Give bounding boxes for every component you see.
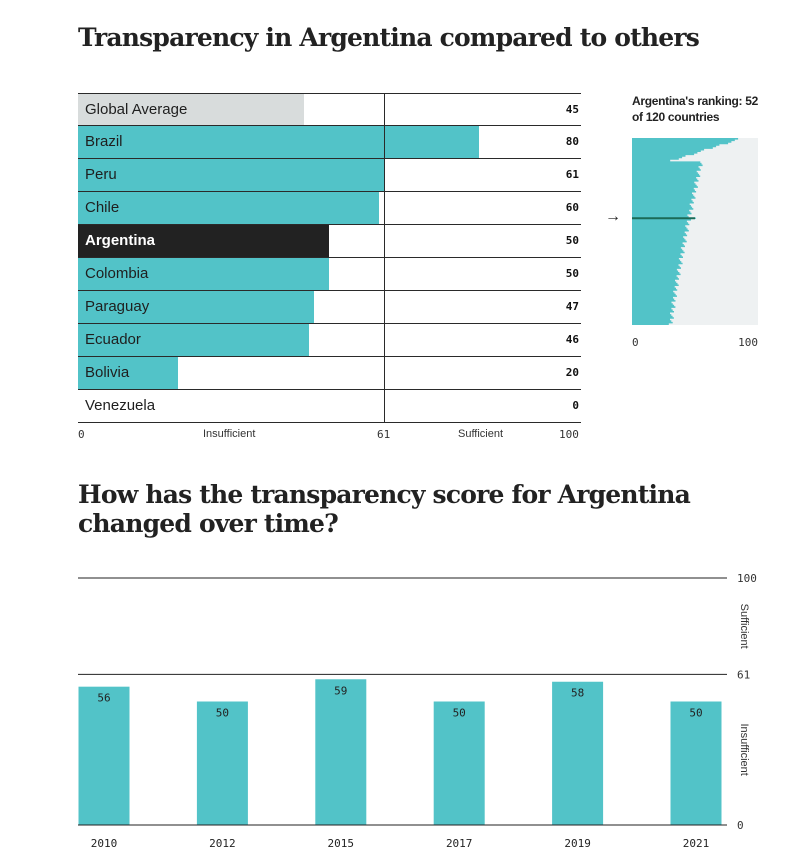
axis-sufficient-label: Sufficient [458, 428, 504, 440]
y-tick-label: 61 [737, 668, 750, 681]
bar-row-brazil: Brazil 80 [78, 126, 581, 159]
ranking-axis-min: 0 [632, 336, 639, 349]
bar-value-label: 47 [565, 300, 579, 313]
bar-row-colombia: Colombia 50 [78, 258, 581, 291]
bar [78, 126, 480, 158]
bar-value-label: 56 [97, 692, 110, 705]
bar-label: Colombia [85, 265, 149, 282]
bar [78, 159, 384, 191]
bar-row-paraguay: Paraguay 47 [78, 291, 581, 324]
ranking-axis-max: 100 [738, 336, 758, 349]
bar [78, 324, 309, 356]
axis-insufficient-label: Insufficient [203, 428, 256, 440]
chart-title-over-time: How has the transparency score for Argen… [78, 480, 691, 538]
bar-value-label: 59 [334, 684, 347, 697]
arrow-right-icon: → [605, 208, 621, 225]
bar-label: Peru [85, 166, 117, 183]
ranking-distribution-chart: 0 100 [632, 138, 758, 349]
bar-label: Brazil [85, 133, 123, 150]
bar-value-label: 50 [565, 267, 579, 280]
bar-row-global-average: Global Average 45 [78, 93, 581, 126]
x-tick-label: 2017 [446, 837, 473, 850]
bar [78, 94, 304, 125]
axis-max-label: 100 [559, 428, 579, 441]
bar [196, 701, 248, 825]
bar-value-label: 50 [565, 234, 579, 247]
y-tick-label: 100 [737, 572, 757, 585]
bar-value-label: 50 [216, 707, 229, 720]
x-tick-label: 2015 [328, 837, 355, 850]
bar-label: Bolivia [85, 364, 130, 381]
bar-label: Global Average [85, 101, 188, 118]
x-tick-label: 2012 [209, 837, 236, 850]
bar-value-label: 50 [453, 707, 466, 720]
bar [78, 192, 379, 224]
bar [78, 686, 130, 825]
bar-row-ecuador: Ecuador 46 [78, 324, 581, 357]
bar [78, 225, 329, 257]
bar-row-venezuela: Venezuela 0 [78, 390, 581, 423]
bar-value-label: 46 [565, 333, 579, 346]
bar-label: Venezuela [85, 397, 156, 414]
y-tick-label: 0 [737, 819, 744, 832]
bar [670, 701, 722, 825]
x-tick-label: 2021 [683, 837, 710, 850]
bar-value-label: 0 [572, 399, 579, 412]
x-tick-label: 2010 [91, 837, 118, 850]
bar-value-label: 60 [565, 201, 579, 214]
chart-title-comparison: Transparency in Argentina compared to ot… [78, 23, 700, 52]
ranking-area [632, 138, 739, 325]
axis-threshold-label: 61 [377, 428, 391, 441]
ranking-label: Argentina's ranking: 52 of 120 countries [632, 94, 758, 124]
x-tick-label: 2019 [564, 837, 591, 850]
bar [552, 681, 604, 825]
threshold-line [384, 93, 385, 423]
bar-label: Paraguay [85, 298, 150, 315]
bar-row-argentina: Argentina 50 [78, 225, 581, 258]
bar-row-bolivia: Bolivia 20 [78, 357, 581, 390]
axis-min-label: 0 [78, 428, 85, 441]
bar-value-label: 50 [689, 707, 702, 720]
bar-value-label: 61 [565, 168, 579, 181]
bar-label: Chile [85, 199, 120, 216]
zone-label: Insufficient [738, 723, 750, 775]
bar-label: Argentina [85, 232, 156, 249]
bar-row-chile: Chile 60 [78, 192, 581, 225]
time-series-bar-chart: 0 61 100 Sufficient Insufficient 56 2010 50 2012… [78, 572, 757, 850]
bar [433, 701, 485, 825]
bar-value-label: 80 [565, 135, 579, 148]
zone-label: Sufficient [738, 604, 750, 649]
bar-label: Ecuador [85, 331, 141, 348]
bar-value-label: 45 [565, 103, 579, 116]
bar [78, 258, 329, 290]
bar-value-label: 20 [565, 366, 579, 379]
bar-row-peru: Peru 61 [78, 159, 581, 192]
bar [315, 679, 367, 825]
bar-value-label: 58 [571, 687, 584, 700]
bar [78, 357, 179, 389]
bar [78, 291, 314, 323]
comparison-bar-chart: Global Average 45 Brazil 80 Peru 61 Chile 60 Arg… [78, 93, 581, 423]
